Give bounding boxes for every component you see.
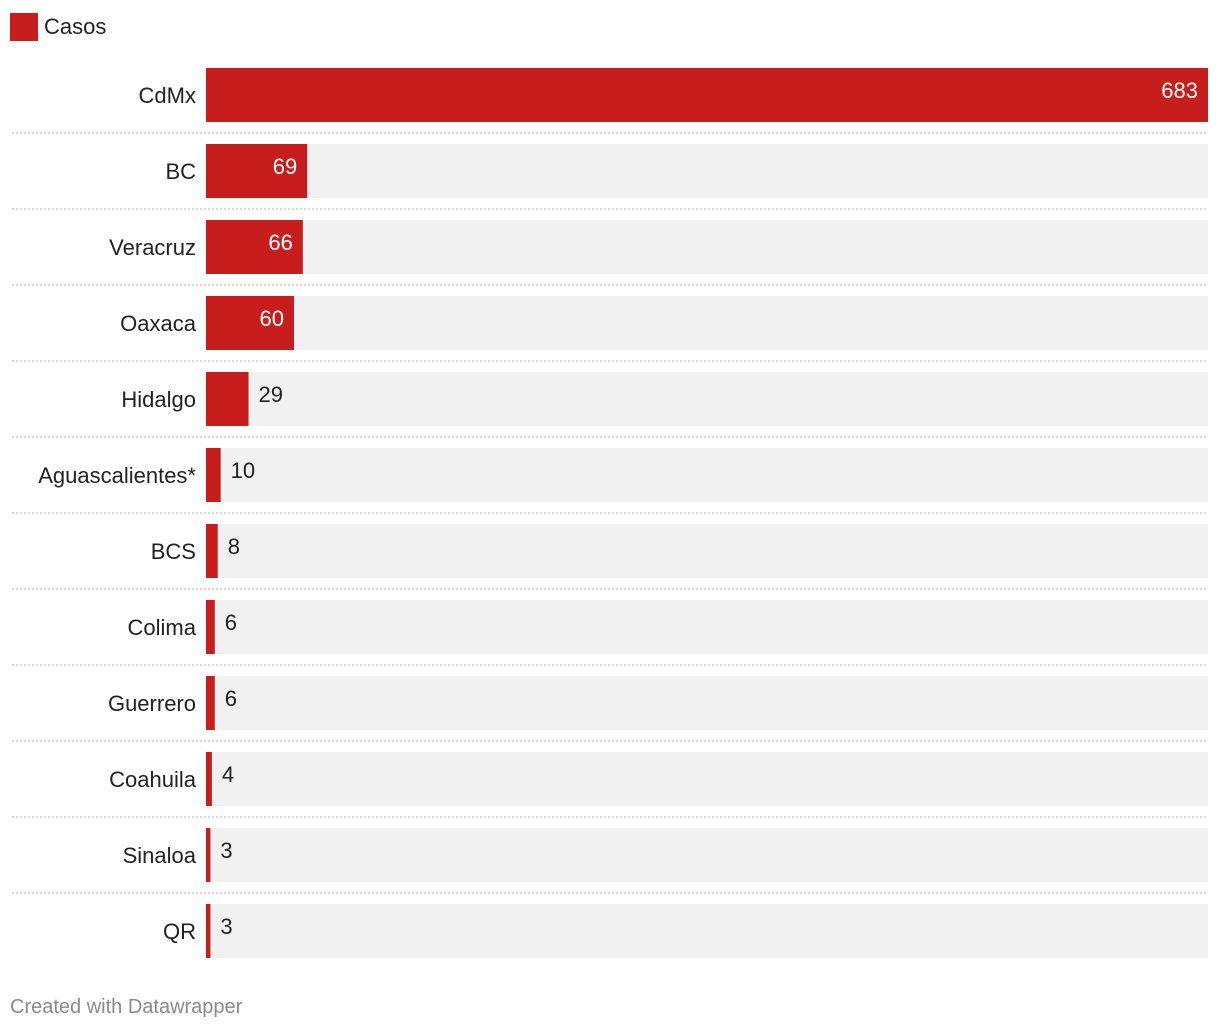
bar-colima: [206, 600, 215, 654]
value-label-hidalgo: 29: [259, 382, 283, 407]
bar-bc: [206, 144, 308, 198]
bar-aguascalientes: [206, 448, 221, 502]
bar-sinaloa: [206, 828, 211, 882]
bar-track-bcs: [206, 524, 1208, 578]
category-label-sinaloa: Sinaloa: [123, 843, 197, 868]
legend-label: Casos: [44, 14, 107, 39]
value-label-veracruz: 66: [268, 230, 292, 255]
bar-veracruz: [206, 220, 303, 274]
value-label-qr: 3: [220, 914, 232, 939]
value-label-coahuila: 4: [222, 762, 234, 787]
category-label-bcs: BCS: [151, 539, 196, 564]
category-label-oaxaca: Oaxaca: [120, 311, 197, 336]
category-label-coahuila: Coahuila: [109, 767, 197, 792]
legend: Casos: [10, 12, 106, 42]
value-label-guerrero: 6: [225, 686, 237, 711]
value-label-aguascalientes: 10: [231, 458, 255, 483]
category-label-guerrero: Guerrero: [108, 691, 196, 716]
bar-track-hidalgo: [206, 372, 1208, 426]
bar-bcs: [206, 524, 218, 578]
bar-oaxaca: [206, 296, 295, 350]
bar-track-colima: [206, 600, 1208, 654]
footer-credit[interactable]: Created with Datawrapper: [10, 996, 243, 1018]
value-label-bc: 69: [273, 154, 297, 179]
value-label-colima: 6: [225, 610, 237, 635]
bar-hidalgo: [206, 372, 249, 426]
bar-qr: [206, 904, 211, 958]
category-label-hidalgo: Hidalgo: [121, 387, 196, 412]
value-label-cdmx: 683: [1161, 78, 1198, 103]
bar-coahuila: [206, 752, 212, 806]
bar-track-sinaloa: [206, 828, 1208, 882]
category-label-veracruz: Veracruz: [109, 235, 196, 260]
bar-track-veracruz: [206, 220, 1208, 274]
bar-cdmx: [206, 68, 1208, 122]
bar-guerrero: [206, 676, 215, 730]
bar-track-guerrero: [206, 676, 1208, 730]
category-label-colima: Colima: [128, 615, 197, 640]
category-label-aguascalientes: Aguascalientes*: [38, 463, 196, 488]
legend-swatch: [10, 13, 38, 41]
bar-track-aguascalientes: [206, 448, 1208, 502]
value-label-bcs: 8: [228, 534, 240, 559]
bar-track-qr: [206, 904, 1208, 958]
category-label-cdmx: CdMx: [139, 83, 196, 108]
value-label-sinaloa: 3: [220, 838, 232, 863]
category-label-bc: BC: [165, 159, 196, 184]
bar-track-oaxaca: [206, 296, 1208, 350]
bar-track-bc: [206, 144, 1208, 198]
category-label-qr: QR: [163, 919, 196, 944]
value-label-oaxaca: 60: [260, 306, 284, 331]
bar-track-coahuila: [206, 752, 1208, 806]
